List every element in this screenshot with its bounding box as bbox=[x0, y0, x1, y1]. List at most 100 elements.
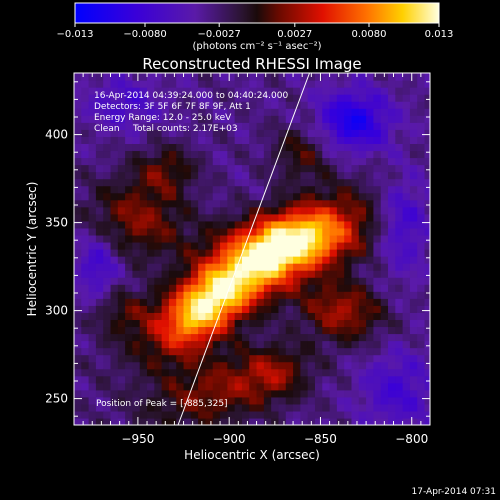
heatmap-cell bbox=[329, 241, 338, 250]
heatmap-cell bbox=[161, 263, 170, 271]
heatmap-cell bbox=[293, 389, 301, 398]
heatmap-cell bbox=[198, 326, 207, 335]
heatmap-cell bbox=[395, 227, 404, 236]
heatmap-cell bbox=[205, 305, 214, 313]
heatmap-cell bbox=[168, 80, 177, 88]
heatmap-cell bbox=[147, 298, 155, 306]
heatmap-cell bbox=[300, 73, 309, 81]
heatmap-cell bbox=[88, 291, 97, 299]
heatmap-cell bbox=[314, 80, 323, 88]
heatmap-cell bbox=[95, 101, 104, 109]
heatmap-cell bbox=[322, 73, 331, 81]
heatmap-cell bbox=[307, 150, 316, 159]
heatmap-cell bbox=[154, 298, 163, 306]
heatmap-cell bbox=[293, 375, 301, 384]
heatmap-cell bbox=[220, 115, 228, 123]
heatmap-cell bbox=[329, 256, 338, 264]
heatmap-cell bbox=[329, 171, 338, 180]
heatmap-cell bbox=[307, 368, 316, 377]
heatmap-cell bbox=[168, 241, 177, 250]
heatmap-cell bbox=[132, 347, 141, 356]
heatmap-cell bbox=[198, 143, 207, 152]
heatmap-cell bbox=[81, 277, 90, 285]
heatmap-cell bbox=[358, 80, 367, 88]
heatmap-cell bbox=[395, 319, 404, 328]
heatmap-cell bbox=[300, 326, 309, 335]
heatmap-cell bbox=[176, 101, 185, 109]
heatmap-cell bbox=[249, 108, 258, 116]
heatmap-cell bbox=[125, 298, 134, 306]
heatmap-cell bbox=[271, 241, 280, 250]
heatmap-cell bbox=[110, 368, 119, 377]
heatmap-cell bbox=[358, 213, 367, 222]
heatmap-cell bbox=[409, 333, 418, 342]
heatmap-cell bbox=[161, 333, 170, 342]
heatmap-cell bbox=[227, 143, 236, 152]
heatmap-cell bbox=[366, 319, 374, 328]
heatmap-cell bbox=[147, 347, 155, 356]
heatmap-cell bbox=[205, 277, 214, 285]
heatmap-cell bbox=[417, 284, 426, 292]
heatmap-cell bbox=[183, 347, 192, 356]
heatmap-cell bbox=[234, 178, 243, 187]
heatmap-cell bbox=[154, 101, 163, 109]
heatmap-cell bbox=[117, 298, 126, 306]
heatmap-cell bbox=[329, 108, 338, 116]
heatmap-cell bbox=[409, 220, 418, 229]
heatmap-cell bbox=[388, 80, 396, 88]
heatmap-cell bbox=[322, 80, 331, 88]
heatmap-cell bbox=[256, 108, 265, 116]
heatmap-cell bbox=[154, 417, 163, 425]
heatmap-cell bbox=[161, 312, 170, 320]
heatmap-cell bbox=[344, 234, 353, 243]
heatmap-cell bbox=[241, 206, 250, 215]
heatmap-cell bbox=[417, 199, 426, 208]
heatmap-cell bbox=[161, 136, 170, 144]
heatmap-cell bbox=[314, 171, 323, 180]
heatmap-cell bbox=[176, 143, 185, 152]
heatmap-cell bbox=[139, 87, 148, 95]
heatmap-cell bbox=[314, 319, 323, 328]
heatmap-cell bbox=[117, 192, 126, 201]
heatmap-cell bbox=[322, 227, 331, 236]
heatmap-cell bbox=[329, 270, 338, 278]
heatmap-cell bbox=[110, 129, 119, 137]
heatmap-cell bbox=[380, 333, 389, 342]
heatmap-cell bbox=[198, 94, 207, 102]
heatmap-cell bbox=[220, 220, 228, 229]
heatmap-cell bbox=[125, 256, 134, 264]
heatmap-cell bbox=[190, 396, 199, 405]
heatmap-cell bbox=[351, 241, 360, 250]
heatmap-cell bbox=[161, 291, 170, 299]
heatmap-cell bbox=[300, 305, 309, 313]
heatmap-cell bbox=[117, 263, 126, 271]
heatmap-cell bbox=[271, 227, 280, 236]
heatmap-cell bbox=[161, 157, 170, 166]
heatmap-cell bbox=[322, 319, 331, 328]
heatmap-cell bbox=[241, 291, 250, 299]
heatmap-cell bbox=[168, 256, 177, 264]
heatmap-cell bbox=[74, 277, 82, 285]
heatmap-cell bbox=[74, 129, 82, 137]
heatmap-cell bbox=[95, 382, 104, 391]
heatmap-cell bbox=[329, 122, 338, 130]
heatmap-cell bbox=[117, 312, 126, 320]
heatmap-cell bbox=[139, 164, 148, 173]
heatmap-cell bbox=[358, 234, 367, 243]
heatmap-cell bbox=[249, 312, 258, 320]
heatmap-cell bbox=[234, 150, 243, 159]
heatmap-cell bbox=[380, 361, 389, 370]
heatmap-cell bbox=[336, 249, 345, 257]
heatmap-cell bbox=[212, 227, 221, 236]
heatmap-cell bbox=[373, 157, 382, 166]
heatmap-cell bbox=[263, 291, 272, 299]
heatmap-cell bbox=[117, 361, 126, 370]
heatmap-cell bbox=[366, 410, 374, 419]
heatmap-cell bbox=[271, 403, 280, 412]
heatmap-cell bbox=[117, 213, 126, 222]
heatmap-cell bbox=[147, 143, 155, 152]
heatmap-cell bbox=[234, 354, 243, 363]
heatmap-cell bbox=[366, 150, 374, 159]
heatmap-cell bbox=[314, 403, 323, 412]
heatmap-cell bbox=[125, 192, 134, 201]
